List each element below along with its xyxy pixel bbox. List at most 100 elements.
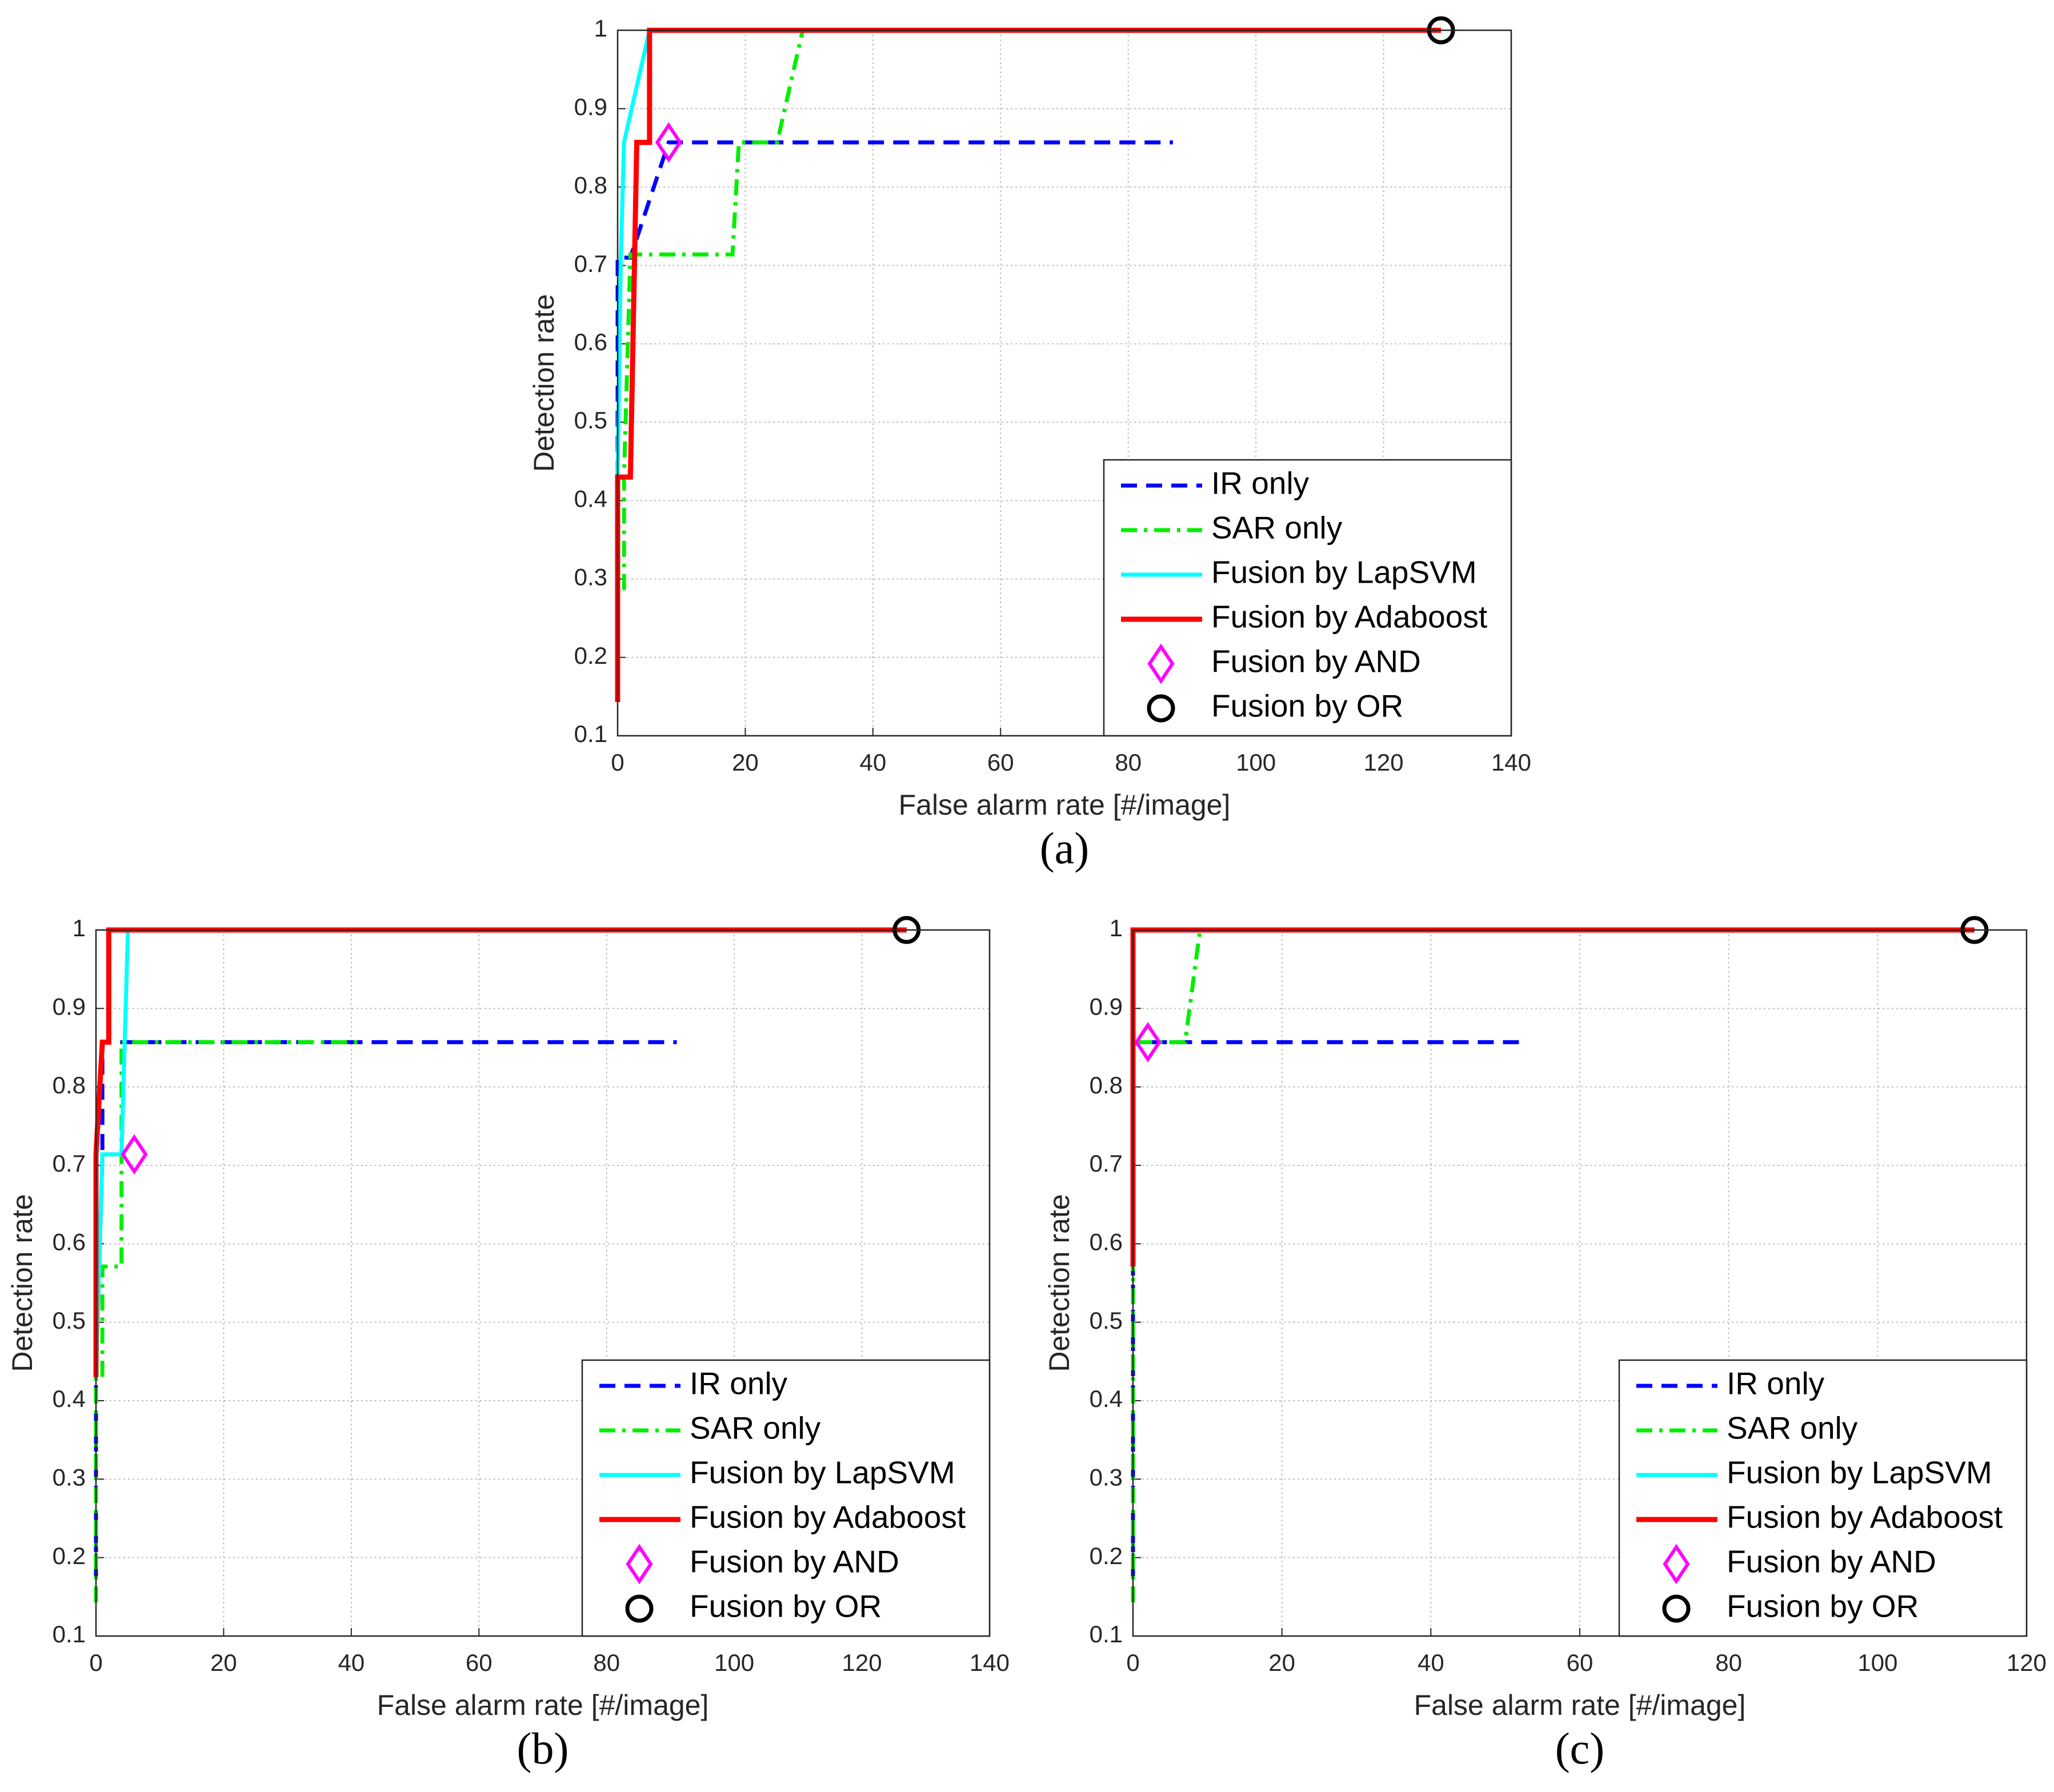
x-axis-label: False alarm rate [#/image] [899, 789, 1231, 821]
x-tick-label: 40 [859, 749, 886, 776]
x-tick-label: 0 [89, 1649, 102, 1676]
y-tick-label: 0.9 [574, 93, 607, 120]
x-tick-label: 120 [1364, 749, 1404, 776]
y-tick-label: 0.7 [53, 1150, 86, 1177]
x-tick-label: 40 [1418, 1649, 1444, 1676]
marker-circle [1662, 1594, 1691, 1623]
y-axis-label: Detection rate [1043, 1194, 1075, 1372]
caption: (b) [517, 1723, 569, 1773]
legend-label: IR only [1727, 1366, 1825, 1401]
marker-diamond [1147, 643, 1175, 684]
y-tick-label: 0.8 [1090, 1072, 1123, 1099]
marker-diamond [1663, 1544, 1690, 1585]
y-tick-label: 0.7 [1090, 1150, 1123, 1177]
x-tick-label: 60 [1567, 1649, 1593, 1676]
x-tick-label: 80 [1115, 749, 1142, 776]
caption: (a) [1040, 823, 1090, 873]
y-tick-label: 0.8 [53, 1072, 86, 1099]
axes-box [95, 929, 991, 1637]
legend-box [1103, 459, 1512, 737]
y-tick-label: 0.9 [1090, 993, 1123, 1020]
y-axis-label: Detection rate [528, 294, 560, 472]
series-line [94, 1040, 358, 1602]
x-tick-label: 100 [1236, 749, 1276, 776]
axes-box [616, 29, 1512, 737]
y-axis-label: Detection rate [6, 1194, 38, 1372]
y-tick-label: 0.1 [574, 720, 607, 747]
legend-label: SAR only [1211, 510, 1343, 546]
x-axis-label: False alarm rate [#/image] [1414, 1689, 1746, 1721]
legend-label: Fusion by AND [690, 1544, 899, 1579]
legend-label: Fusion by OR [690, 1589, 882, 1624]
x-tick-label: 60 [987, 749, 1014, 776]
axes-box [1132, 929, 2028, 1637]
x-tick-label: 80 [593, 1649, 620, 1676]
legend-box [1618, 1359, 2028, 1637]
legend-label: Fusion by LapSVM [690, 1455, 955, 1490]
caption: (c) [1555, 1723, 1605, 1773]
legend-label: Fusion by AND [1211, 644, 1421, 679]
y-tick-label: 0.5 [1090, 1307, 1123, 1334]
legend-label: Fusion by OR [1211, 688, 1403, 724]
series-line [1131, 1040, 1528, 1602]
x-axis-label: False alarm rate [#/image] [377, 1689, 709, 1721]
marker-circle [1147, 694, 1175, 723]
y-tick-label: 1 [1110, 915, 1123, 941]
y-tick-label: 0.3 [1090, 1464, 1123, 1490]
x-tick-label: 120 [842, 1649, 882, 1676]
x-tick-label: 0 [611, 749, 624, 776]
y-tick-label: 0.4 [53, 1385, 86, 1412]
y-tick-label: 1 [594, 15, 607, 42]
y-tick-label: 0.6 [574, 328, 607, 355]
y-tick-label: 0.2 [1090, 1542, 1123, 1569]
legend-label: IR only [1211, 466, 1310, 501]
x-tick-label: 100 [714, 1649, 754, 1676]
marker-diamond [655, 122, 682, 163]
y-tick-label: 0.3 [53, 1464, 86, 1490]
y-tick-label: 0.1 [53, 1621, 86, 1647]
y-tick-label: 0.7 [574, 250, 607, 277]
y-tick-label: 0.9 [53, 993, 86, 1020]
x-tick-label: 40 [338, 1649, 365, 1676]
y-tick-label: 0.4 [1090, 1385, 1123, 1412]
marker-diamond [121, 1134, 148, 1175]
subplot: 0 20 40 60 80 100 120 140 0.1 0.2 0.3 0.4 0.5 0.6 0.7 0… [6, 915, 1010, 1773]
x-tick-label: 140 [970, 1649, 1010, 1676]
legend-label: Fusion by Adaboost [1211, 599, 1487, 635]
legend-label: SAR only [1727, 1410, 1858, 1446]
y-tick-label: 0.6 [1090, 1228, 1123, 1255]
x-tick-label: 20 [732, 749, 759, 776]
legend-label: Fusion by Adaboost [690, 1500, 966, 1535]
x-tick-label: 120 [2007, 1649, 2047, 1676]
y-tick-label: 1 [73, 915, 86, 941]
legend-label: Fusion by AND [1727, 1544, 1936, 1579]
y-tick-label: 0.2 [574, 642, 607, 669]
y-tick-label: 0.5 [53, 1307, 86, 1334]
series-line [94, 929, 130, 1377]
legend-label: Fusion by LapSVM [1727, 1455, 1992, 1490]
y-tick-label: 0.1 [1090, 1621, 1123, 1647]
subplot: 0 20 40 60 80 100 120 140 0.1 0.2 0.3 0.4 0.5 0.6 0.7 0… [528, 15, 1531, 873]
y-tick-label: 0.8 [574, 172, 607, 199]
marker-diamond [626, 1544, 653, 1585]
subplot: 0 20 40 60 80 100 120 0.1 0.2 0.3 0.4 0.5 0.6 0.7 0.8 0… [1043, 915, 2047, 1773]
x-tick-label: 20 [210, 1649, 237, 1676]
y-tick-label: 0.4 [574, 485, 607, 512]
y-tick-label: 0.3 [574, 564, 607, 591]
legend-box [581, 1359, 991, 1637]
x-tick-label: 60 [466, 1649, 493, 1676]
legend-label: Fusion by Adaboost [1727, 1500, 2003, 1535]
legend-label: SAR only [690, 1410, 821, 1446]
x-tick-label: 80 [1715, 1649, 1742, 1676]
y-tick-label: 0.2 [53, 1542, 86, 1569]
legend-label: IR only [690, 1366, 788, 1401]
legend-label: Fusion by OR [1727, 1589, 1919, 1624]
marker-circle [625, 1594, 654, 1623]
x-tick-label: 100 [1857, 1649, 1897, 1676]
y-tick-label: 0.5 [574, 407, 607, 434]
y-tick-label: 0.6 [53, 1228, 86, 1255]
x-tick-label: 0 [1126, 1649, 1139, 1676]
legend-label: Fusion by LapSVM [1211, 555, 1477, 590]
x-tick-label: 20 [1268, 1649, 1295, 1676]
